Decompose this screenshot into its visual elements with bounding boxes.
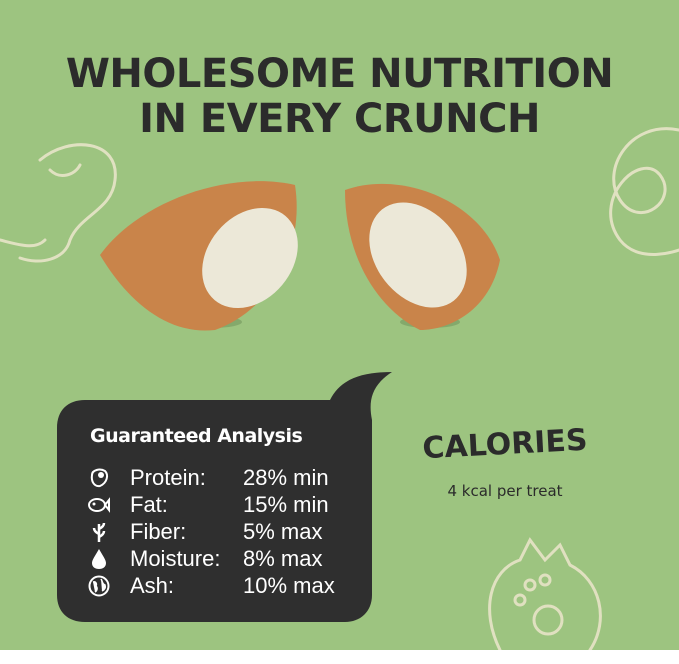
headline-line-1: WHOLESOME NUTRITION bbox=[65, 51, 614, 97]
plant-icon bbox=[92, 522, 106, 542]
fish-icon bbox=[88, 497, 110, 513]
product-infographic: WHOLESOME NUTRITION IN EVERY CRUNCH Guar… bbox=[0, 0, 679, 650]
ribbon-doodle bbox=[609, 127, 679, 256]
globe-icon bbox=[88, 575, 110, 597]
speech-bubble bbox=[57, 372, 392, 622]
treat-image-right bbox=[345, 183, 500, 330]
meat-icon bbox=[90, 468, 109, 488]
paw-doodle bbox=[488, 537, 602, 650]
shrimp-doodle bbox=[0, 143, 117, 263]
headline-line-2: IN EVERY CRUNCH bbox=[139, 96, 540, 142]
analysis-title: Guaranteed Analysis bbox=[90, 425, 303, 447]
decorations bbox=[0, 127, 679, 650]
water-drop-icon bbox=[92, 549, 106, 569]
treat-image-left bbox=[100, 181, 298, 331]
calories-value: 4 kcal per treat bbox=[447, 482, 563, 500]
